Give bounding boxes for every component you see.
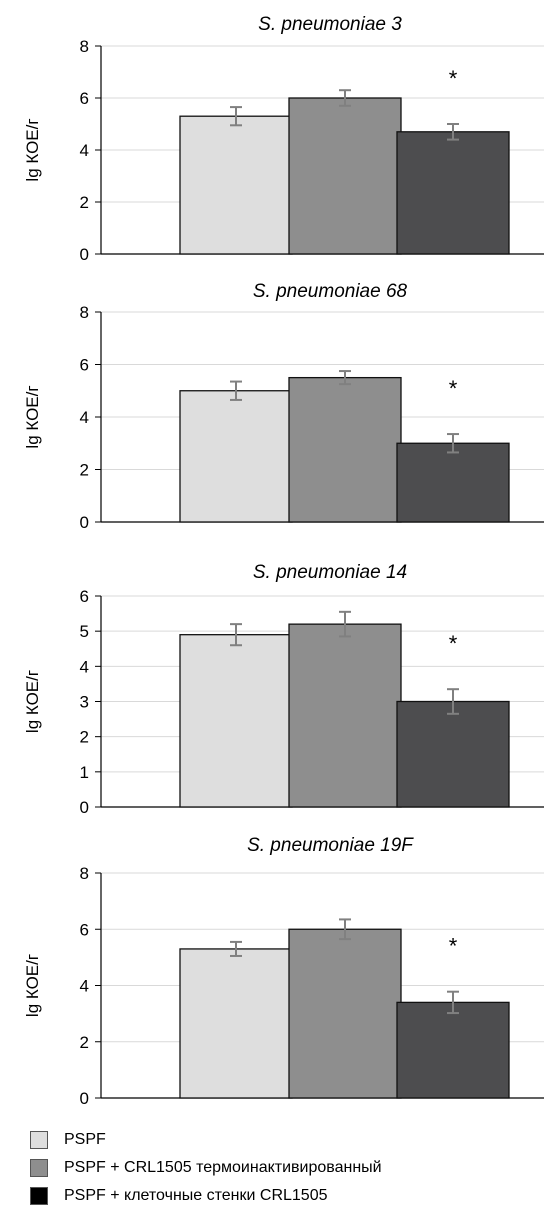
- chart-panel-4: S. pneumoniae 19F lg КОЕ/г 0 2 4 6 8 *: [23, 835, 544, 1108]
- y-tick-label: 4: [80, 141, 89, 160]
- legend-swatch-pspf: [30, 1131, 48, 1149]
- legend-item-heat-inactivated: PSPF + CRL1505 термоинактивированный: [30, 1154, 382, 1182]
- y-tick-label: 4: [80, 408, 89, 427]
- bar-series-2: [288, 376, 402, 523]
- legend-swatch-heat-inactivated: [30, 1159, 48, 1177]
- legend-item-pspf: PSPF: [30, 1126, 382, 1154]
- bar-series-3: [396, 700, 510, 808]
- bar-series-2: [288, 623, 402, 808]
- legend-label-pspf: PSPF: [64, 1131, 106, 1148]
- y-tick-label: 8: [80, 864, 89, 883]
- chart-panel-3: S. pneumoniae 14 lg КОЕ/г 0 1 2 3 4 5 6 *: [23, 562, 544, 817]
- significance-asterisk: *: [449, 934, 458, 959]
- y-tick-label: 6: [80, 89, 89, 108]
- legend-swatch-cell-walls: [30, 1187, 48, 1205]
- chart-title: S. pneumoniae 19F: [247, 835, 414, 856]
- y-tick-label: 2: [80, 728, 89, 747]
- chart-title: S. pneumoniae 68: [253, 281, 408, 302]
- y-axis-label: lg КОЕ/г: [23, 954, 42, 1017]
- significance-asterisk: *: [449, 376, 458, 401]
- y-tick-label: 3: [80, 693, 89, 712]
- y-tick-label: 1: [80, 763, 89, 782]
- bar-series-3: [396, 442, 510, 523]
- y-tick-label: 6: [80, 920, 89, 939]
- y-tick-label: 4: [80, 657, 89, 676]
- legend-item-cell-walls: PSPF + клеточные стенки CRL1505: [30, 1182, 382, 1210]
- y-tick-label: 6: [80, 587, 89, 606]
- legend-label-cell-walls: PSPF + клеточные стенки CRL1505: [64, 1187, 328, 1204]
- significance-asterisk: *: [449, 631, 458, 656]
- bar-series-2: [288, 928, 402, 1099]
- y-axis-label: lg КОЕ/г: [23, 118, 42, 181]
- y-tick-label: 5: [80, 622, 89, 641]
- y-tick-label: 8: [80, 37, 89, 56]
- chart-legend: PSPF PSPF + CRL1505 термоинактивированны…: [30, 1126, 382, 1210]
- chart-panel-2: S. pneumoniae 68 lg КОЕ/г 0 2 4 6 8 *: [23, 281, 544, 532]
- y-axis-label: lg КОЕ/г: [23, 670, 42, 733]
- y-tick-label: 6: [80, 356, 89, 375]
- chart-panel-1: S. pneumoniae 3 lg КОЕ/г 0 2 4 6 8 *: [23, 14, 544, 264]
- bar-series-1: [179, 115, 293, 255]
- legend-label-heat-inactivated: PSPF + CRL1505 термоинактивированный: [64, 1159, 382, 1176]
- y-tick-label: 0: [80, 245, 89, 264]
- bar-series-1: [179, 948, 293, 1099]
- bar-series-1: [179, 390, 293, 523]
- bar-series-3: [396, 131, 510, 255]
- y-tick-label: 4: [80, 977, 89, 996]
- y-tick-label: 2: [80, 193, 89, 212]
- bar-series-1: [179, 634, 293, 808]
- y-tick-label: 2: [80, 461, 89, 480]
- bar-series-2: [288, 97, 402, 255]
- y-tick-label: 0: [80, 1089, 89, 1108]
- significance-asterisk: *: [449, 66, 458, 91]
- bar-series-3: [396, 1001, 510, 1099]
- y-tick-label: 8: [80, 303, 89, 322]
- chart-title: S. pneumoniae 3: [258, 14, 402, 35]
- y-tick-label: 2: [80, 1033, 89, 1052]
- y-tick-label: 0: [80, 513, 89, 532]
- y-axis-label: lg КОЕ/г: [23, 385, 42, 448]
- chart-title: S. pneumoniae 14: [253, 562, 407, 583]
- y-tick-label: 0: [80, 798, 89, 817]
